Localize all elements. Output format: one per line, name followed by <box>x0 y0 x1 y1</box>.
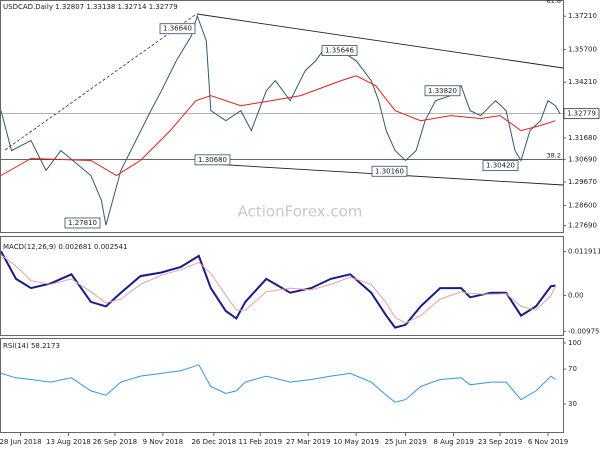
panel-title: RSI(14) 58.2173 <box>3 342 60 350</box>
level-label: 1.27810 <box>68 219 97 227</box>
price-box <box>563 108 600 120</box>
y-tick-label: 0.011911 <box>568 248 600 256</box>
current-price: 1.32779 <box>567 110 596 118</box>
trendline <box>196 13 564 69</box>
level-box <box>371 165 408 177</box>
price-panel <box>0 0 564 233</box>
level-label: 1.30420 <box>486 162 515 170</box>
x-tick-label: 28 Jun 2018 <box>0 438 42 446</box>
panel-title: MACD(12,26,9) 0.002681 0.002541 <box>3 243 127 251</box>
x-tick-label: 8 Aug 2019 <box>433 438 473 446</box>
x-tick-label: 11 Feb 2019 <box>238 438 282 446</box>
level-box <box>159 23 196 35</box>
series-line <box>0 254 556 324</box>
series-line <box>0 75 556 177</box>
y-tick-label: 1.35700 <box>568 45 597 53</box>
series-line <box>0 250 556 329</box>
level-box <box>424 85 461 97</box>
series-line <box>0 364 556 403</box>
x-tick-label: 27 Mar 2019 <box>286 438 330 446</box>
x-tick-label: 26 Dec 2018 <box>191 438 236 446</box>
watermark: ActionForex.com <box>238 203 363 221</box>
symbol-info: USDCAD.Daily 1.32807 1.33138 1.32714 1.3… <box>3 3 178 11</box>
x-tick-label: 23 Sep 2019 <box>478 438 522 446</box>
level-box <box>321 45 358 56</box>
level-label: 1.30160 <box>375 167 404 175</box>
y-tick-label: 100 <box>568 339 581 347</box>
y-tick-label: 1.37210 <box>568 12 597 20</box>
x-tick-label: 9 Nov 2018 <box>143 438 183 446</box>
y-tick-label: 1.30690 <box>568 156 597 164</box>
series-line <box>0 14 561 226</box>
level-box <box>64 217 101 229</box>
y-tick-label: 1.29670 <box>568 178 597 186</box>
trendline <box>4 14 196 151</box>
x-tick-label: 6 Nov 2019 <box>528 438 568 446</box>
y-tick-label: 1.28600 <box>568 202 597 210</box>
y-tick-label: 70 <box>568 365 577 373</box>
y-tick-label: 0.00 <box>568 291 584 299</box>
level-label: 1.36640 <box>163 25 192 33</box>
x-tick-label: 13 Aug 2018 <box>46 438 91 446</box>
x-tick-label: 25 Jun 2019 <box>385 438 427 446</box>
x-tick-label: 26 Sep 2018 <box>93 438 137 446</box>
x-tick-label: 10 May 2019 <box>333 438 379 446</box>
y-tick-label: 1.31680 <box>568 134 597 142</box>
y-tick-label: -0.009757 <box>568 327 600 335</box>
fib-label: 61.8 <box>547 0 561 5</box>
level-box <box>482 160 519 171</box>
macd-panel <box>0 236 564 336</box>
fib-label: 38.2 <box>547 152 561 160</box>
rsi-panel <box>0 338 564 433</box>
level-label: 1.33820 <box>428 87 457 95</box>
level-label: 1.30680 <box>198 156 227 164</box>
level-box <box>194 154 231 166</box>
y-tick-label: 30 <box>568 400 577 408</box>
y-tick-label: 1.27690 <box>568 222 597 230</box>
level-label: 1.35646 <box>325 47 354 55</box>
y-tick-label: 1.34210 <box>568 78 597 86</box>
